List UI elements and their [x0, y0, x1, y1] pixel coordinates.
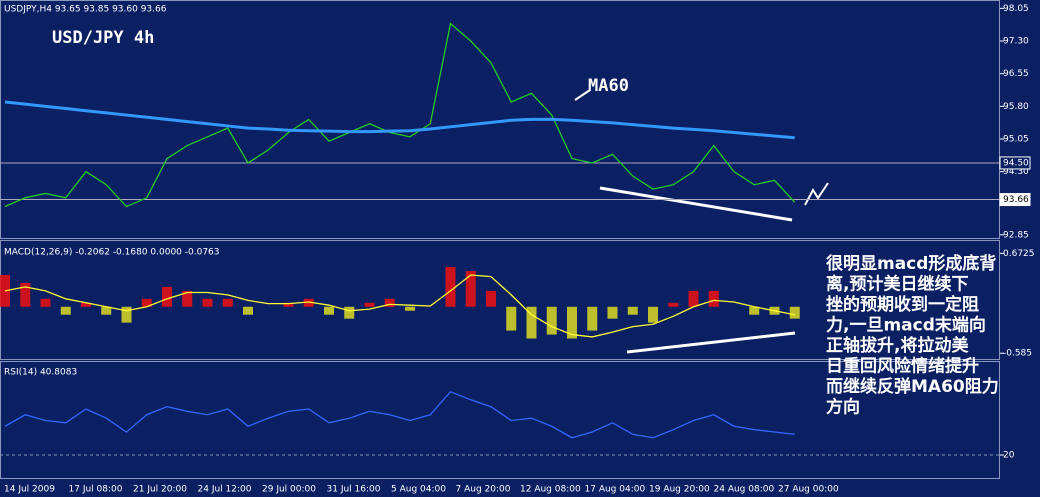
- annotation: USD/JPY 4h: [52, 28, 154, 48]
- macd-bar: [202, 298, 213, 307]
- x-tick-label: 24 Jul 12:00: [198, 485, 252, 495]
- macd-bar: [668, 302, 679, 307]
- commentary: 正轴拔升,将拉动美: [826, 335, 969, 356]
- x-tick-label: 21 Jul 20:00: [133, 485, 187, 495]
- x-tick-label: 17 Jul 08:00: [69, 485, 123, 495]
- macd-bar: [60, 306, 71, 315]
- y-tick-label: 95.05: [1003, 135, 1029, 145]
- macd-bar: [506, 306, 517, 331]
- series-line: [4, 22, 796, 208]
- series-line: [4, 390, 795, 439]
- macd-header: MACD(12,26,9) -0.2062 -0.1680 0.0000 -0.…: [4, 248, 220, 258]
- y-tick-label: 92.85: [1003, 230, 1029, 240]
- macd-bar: [789, 306, 800, 319]
- price-label-box: [999, 156, 1031, 170]
- macd-bar: [101, 306, 112, 315]
- trend-line: [599, 186, 793, 222]
- macd-bar: [688, 290, 699, 307]
- macd-bar: [243, 306, 253, 315]
- commentary: 力,一旦macd末端向: [826, 315, 986, 336]
- x-tick-label: 14 Jul 2009: [4, 485, 55, 495]
- y-tick-label: 95.80: [1003, 102, 1029, 112]
- macd-bar: [627, 306, 638, 315]
- macd-bar: [587, 306, 598, 331]
- y-tick-label: 94.30: [1003, 167, 1029, 177]
- annotation: MA60: [588, 76, 629, 96]
- x-tick-label: 7 Aug 20:00: [456, 485, 511, 495]
- arrow: [804, 182, 829, 206]
- x-tick-label: 29 Jul 00:00: [262, 485, 316, 495]
- macd-bar: [486, 290, 496, 307]
- y-tick-label: 98.05: [1003, 4, 1029, 14]
- macd-bar: [344, 306, 355, 319]
- macd-bar: [81, 302, 91, 307]
- macd-bar: [384, 298, 395, 307]
- y-tick-label: 0.6725: [1003, 249, 1035, 259]
- macd-bar: [445, 267, 456, 307]
- macd-bar: [40, 298, 51, 307]
- x-tick-label: 17 Aug 04:00: [585, 485, 646, 495]
- macd-bar: [607, 306, 618, 319]
- commentary: 方向: [826, 397, 860, 418]
- commentary: 离,预计美日继续下: [826, 274, 968, 295]
- x-tick-label: 19 Aug 20:00: [649, 485, 710, 495]
- commentary: 很明显macd形成底背: [826, 253, 996, 274]
- macd-bar: [324, 306, 334, 315]
- macd-bar: [222, 298, 233, 307]
- macd-bar: [182, 290, 193, 307]
- price-label: 94.50: [1003, 158, 1029, 168]
- header: USDJPY,H4 93.65 93.85 93.60 93.66: [4, 5, 167, 15]
- macd-bar: [141, 298, 152, 307]
- y-tick-label: 96.55: [1003, 69, 1029, 79]
- commentary: 而继续反弹MA60阻力: [826, 376, 999, 397]
- price-panel: [0, 0, 1000, 239]
- y-tick-label: -0.585: [1003, 349, 1032, 359]
- price-label: 93.66: [1003, 195, 1029, 205]
- macd-bar: [708, 290, 719, 307]
- series-line: [4, 274, 795, 338]
- x-tick-label: 12 Aug 08:00: [520, 485, 581, 495]
- macd-bar: [465, 271, 476, 307]
- commentary: 日重回风险情绪提升: [826, 356, 979, 377]
- macd-bar: [405, 306, 415, 311]
- price-label-box: [999, 193, 1031, 207]
- macd-bar: [546, 306, 557, 335]
- x-tick-label: 31 Jul 16:00: [327, 485, 381, 495]
- macd-bar: [364, 302, 375, 307]
- trend-line: [626, 331, 796, 354]
- macd-bar: [567, 306, 577, 339]
- y-tick-label: 97.30: [1003, 37, 1029, 47]
- macd-bar: [20, 282, 31, 307]
- y-tick-label: 20: [1003, 451, 1015, 461]
- macd-bar: [303, 298, 314, 307]
- x-tick-label: 24 Aug 08:00: [714, 485, 775, 495]
- macd-bar: [121, 306, 132, 323]
- macd-bar: [749, 306, 760, 315]
- x-tick-label: 5 Aug 04:00: [391, 485, 446, 495]
- series-line: [4, 100, 795, 140]
- commentary: 挫的预期收到一定阻: [826, 294, 979, 315]
- x-tick-label: 27 Aug 00:00: [778, 485, 839, 495]
- rsi-header: RSI(14) 40.8083: [4, 368, 77, 378]
- pointer: [574, 89, 591, 101]
- macd-bar: [648, 306, 658, 323]
- macd-bar: [526, 306, 537, 339]
- rsi-panel: [0, 361, 1000, 479]
- macd-bar: [162, 286, 172, 307]
- macd-bar: [283, 302, 294, 307]
